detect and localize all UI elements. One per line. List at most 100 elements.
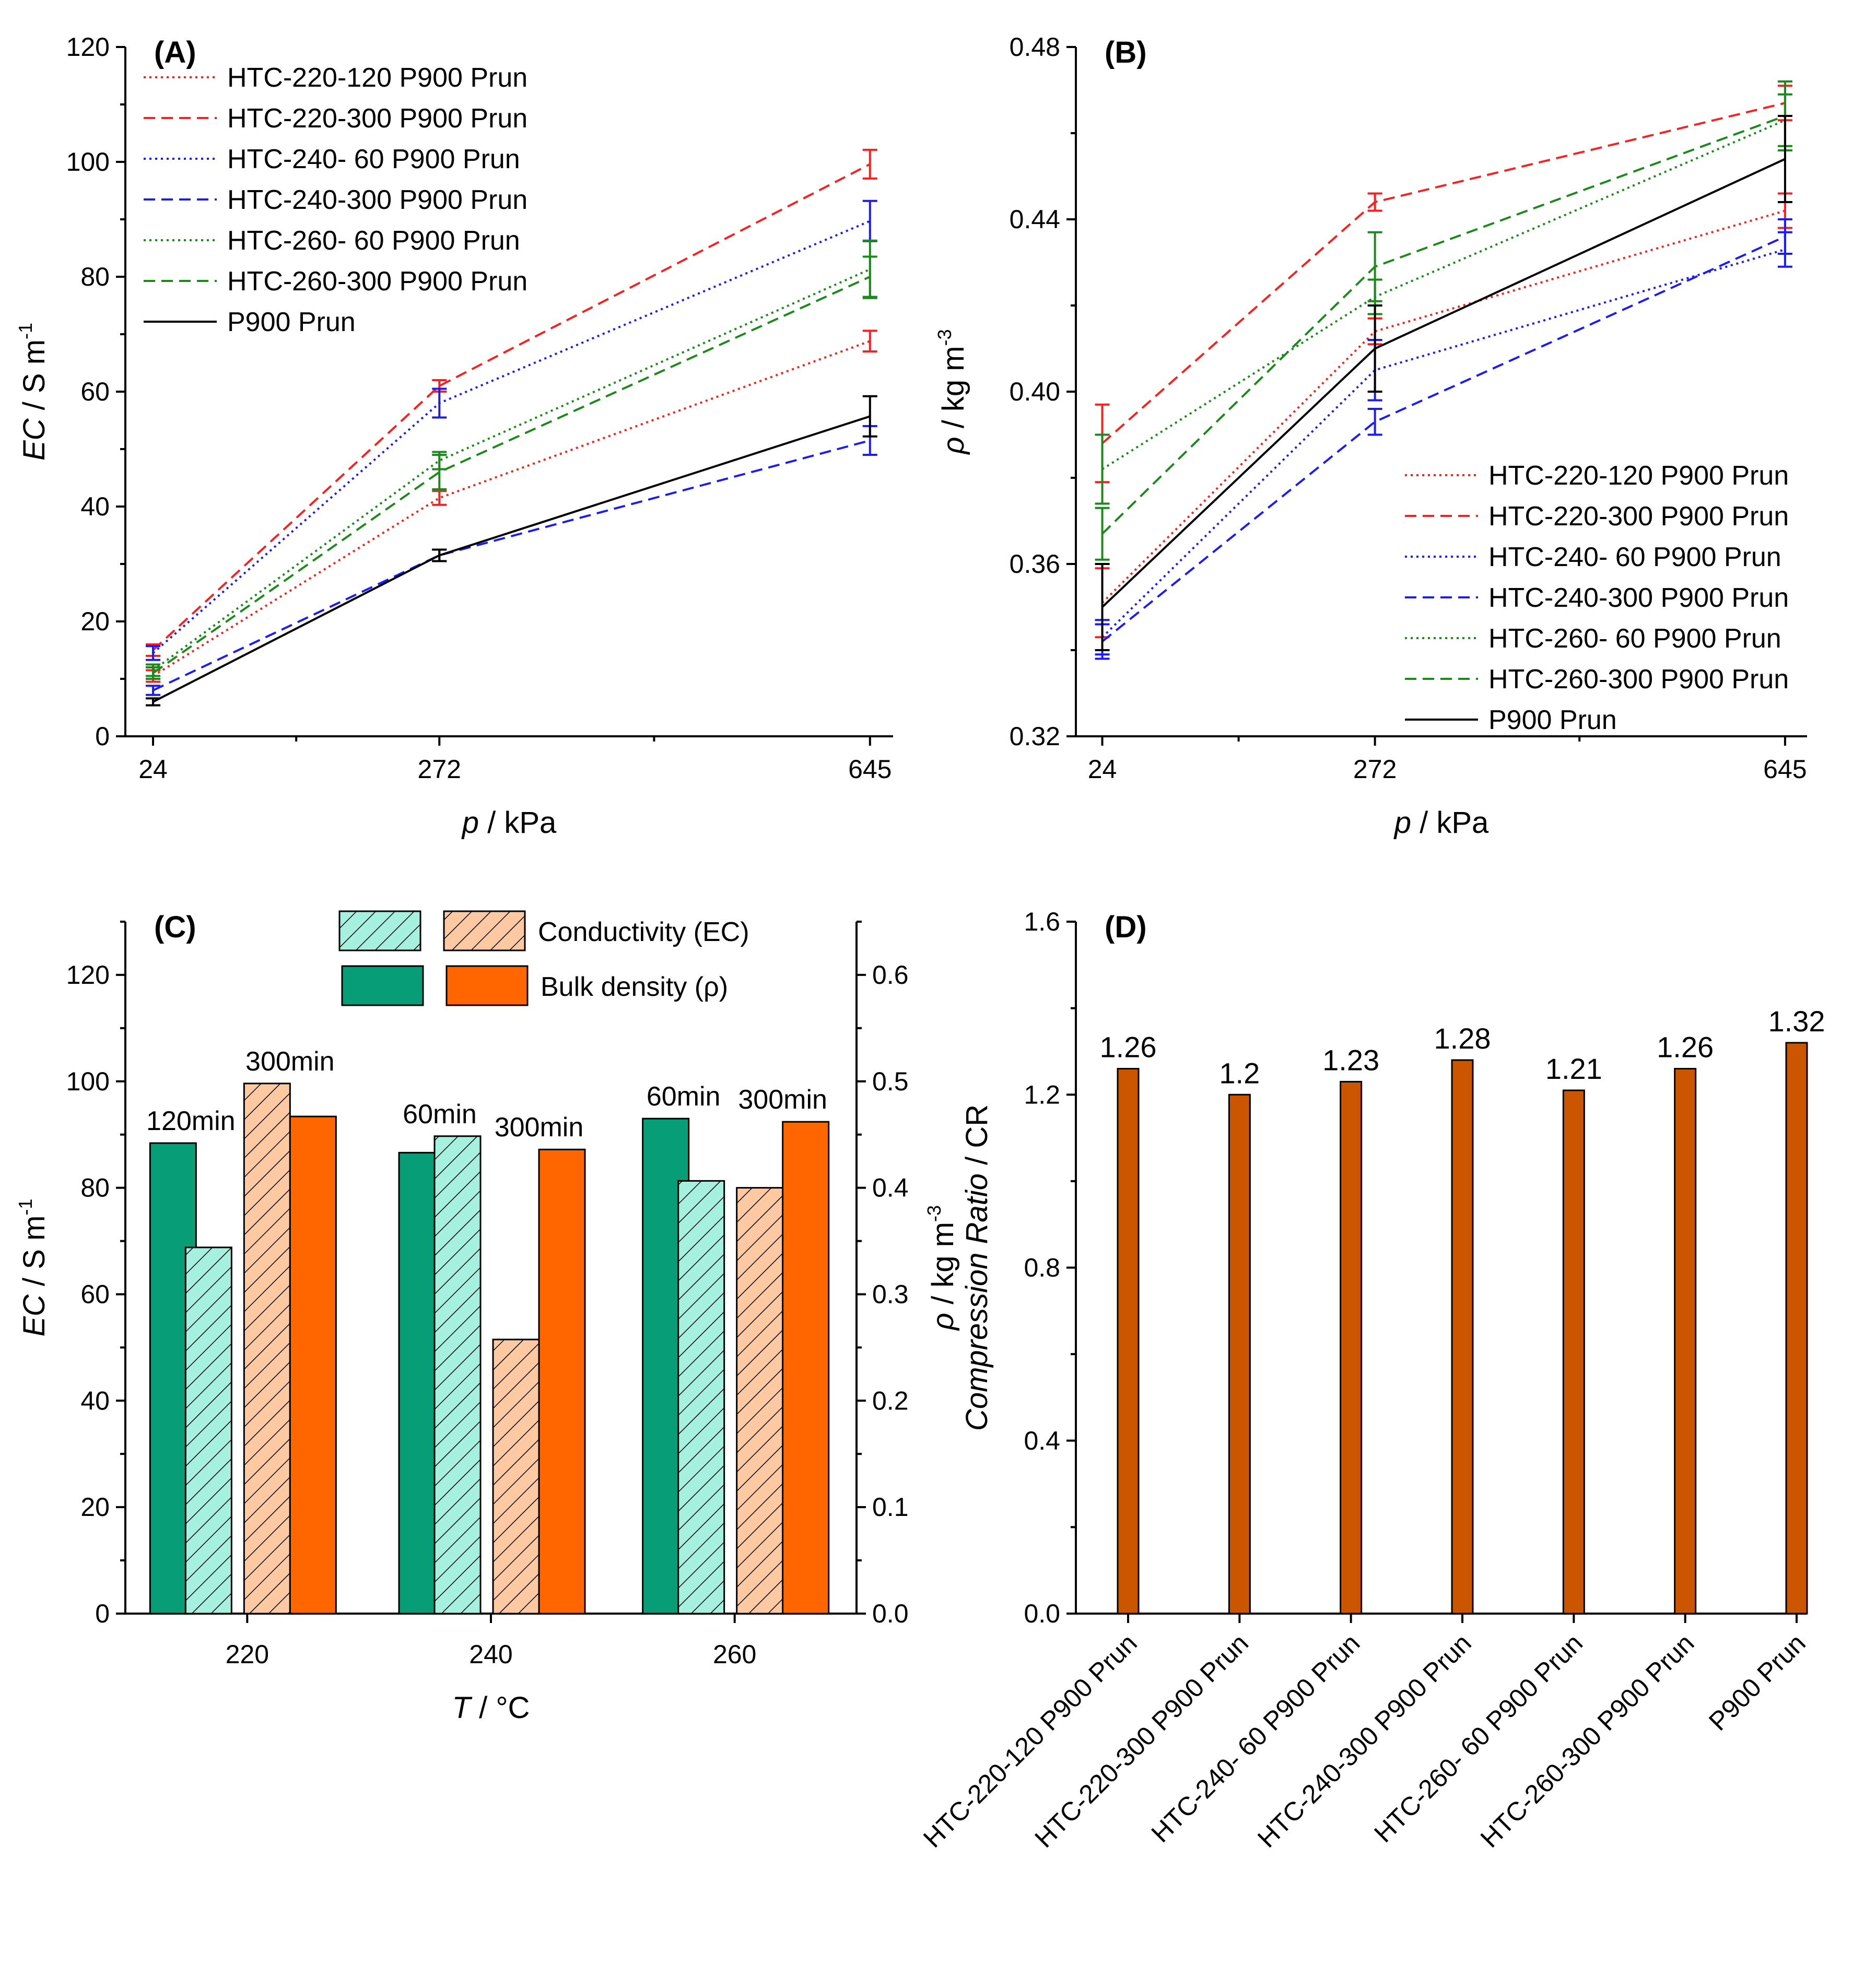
- cr-bar: [1228, 1093, 1251, 1615]
- y-tick-label: 120: [66, 32, 110, 62]
- bar-ec-short: [677, 1180, 725, 1615]
- bar-ec-long: [492, 1338, 540, 1615]
- bar-ec-short: [433, 1135, 482, 1615]
- legend-label-ec: Conductivity (EC): [538, 917, 749, 947]
- y-tick-label: 20: [80, 1492, 110, 1522]
- y-tick-label: 0.4: [1024, 1426, 1060, 1455]
- y-axis-title: EC / S m-1: [15, 1198, 51, 1336]
- legend-swatch-ec-orange: [443, 910, 526, 951]
- legend-label: HTC-260-300 P900 Prun: [1488, 664, 1789, 695]
- cr-bar: [1674, 1068, 1697, 1615]
- x-tick-label: 645: [1763, 755, 1807, 784]
- cr-bar: [1562, 1089, 1585, 1615]
- duration-label-long: 300min: [738, 1085, 827, 1115]
- duration-label-short: 60min: [403, 1099, 477, 1130]
- y-tick-label: 20: [80, 607, 110, 636]
- x-tick-label: 272: [418, 755, 461, 784]
- legend-swatch-density-teal: [341, 965, 424, 1006]
- series-line: [152, 340, 871, 677]
- cr-value-label: 1.26: [1657, 1031, 1714, 1064]
- cr-value-label: 1.28: [1434, 1022, 1491, 1055]
- y2-tick-label: 0.4: [872, 1173, 909, 1203]
- y-tick-label: 0.0: [1024, 1599, 1060, 1628]
- series-line: [153, 415, 871, 703]
- y-tick-label: 0.32: [1010, 722, 1060, 751]
- duration-label-long: 300min: [245, 1046, 335, 1077]
- bar-density-long: [289, 1115, 337, 1615]
- y-tick-label: 0.44: [1010, 205, 1060, 234]
- cr-bar: [1451, 1059, 1474, 1615]
- y-tick-label: 100: [66, 147, 110, 177]
- legend-swatch-density-orange: [445, 965, 529, 1006]
- y-tick-label: 60: [80, 1279, 110, 1309]
- y2-tick-label: 0.2: [872, 1386, 909, 1415]
- series-line: [1101, 236, 1786, 643]
- duration-label-short: 60min: [647, 1081, 721, 1112]
- x-tick-label: HTC-260-300 P900 Prun: [1475, 1628, 1700, 1853]
- legend-label-density: Bulk density (ρ): [541, 972, 728, 1002]
- x-tick-label: HTC-260- 60 P900 Prun: [1368, 1628, 1588, 1848]
- legend-label: HTC-240- 60 P900 Prun: [1488, 542, 1781, 572]
- y-axis-title: ρ / kg m-3: [934, 329, 970, 455]
- cr-value-label: 1.32: [1768, 1005, 1825, 1038]
- y2-tick-label: 0.0: [872, 1599, 909, 1628]
- cr-value-label: 1.2: [1219, 1056, 1260, 1089]
- cr-value-label: 1.23: [1322, 1043, 1379, 1076]
- series-line: [1101, 209, 1786, 604]
- panel-c-ec-density-vs-temperature: (C) 0 20 40 60 80 100 120 0.0 0.1 0.2 0.3 0.4 0.5 0.6 T…: [15, 910, 960, 1725]
- panel-a-ec-vs-pressure: (A) 0 20 40 60 80 100 120 24 272 645 p / kPa EC / S …: [15, 32, 893, 840]
- series-line: [152, 276, 871, 674]
- y-tick-label: 0.36: [1010, 549, 1060, 579]
- x-axis-title: p / kPa: [1393, 806, 1489, 840]
- legend-label: HTC-240-300 P900 Prun: [1488, 583, 1789, 613]
- panel-label: (D): [1105, 910, 1147, 944]
- x-tick-label: P900 Prun: [1703, 1628, 1811, 1736]
- x-tick-label: 220: [226, 1640, 269, 1669]
- panel-label: (C): [154, 910, 196, 944]
- legend-swatch-ec-teal: [338, 910, 421, 951]
- cr-value-label: 1.26: [1100, 1031, 1157, 1064]
- series-line: [152, 163, 871, 651]
- bar-ec-long: [243, 1083, 291, 1615]
- y-tick-label: 0.48: [1010, 32, 1060, 62]
- y2-tick-label: 0.1: [872, 1492, 909, 1522]
- y-tick-label: 60: [80, 377, 110, 406]
- y-tick-label: 40: [80, 492, 110, 521]
- bar-density-long: [538, 1148, 586, 1615]
- bar-ec-long: [736, 1187, 784, 1615]
- y-tick-label: 0: [95, 1599, 110, 1628]
- y-tick-label: 100: [66, 1067, 110, 1096]
- series-line: [1101, 158, 1786, 608]
- y2-tick-label: 0.5: [872, 1067, 909, 1096]
- series-line: [153, 439, 871, 691]
- cr-value-label: 1.21: [1545, 1052, 1602, 1085]
- x-axis-title: p / kPa: [461, 806, 557, 840]
- series-line: [1101, 102, 1786, 444]
- legend-label: HTC-220-120 P900 Prun: [1488, 461, 1789, 491]
- x-axis-title: T / °C: [452, 1691, 530, 1725]
- x-tick-label: 272: [1353, 755, 1397, 784]
- legend-label: HTC-220-120 P900 Prun: [227, 63, 527, 93]
- y-tick-label: 0: [95, 722, 110, 751]
- y2-axis-title: ρ / kg m-3: [923, 1205, 960, 1331]
- legend-label: HTC-240- 60 P900 Prun: [227, 144, 520, 174]
- legend-label: HTC-260- 60 P900 Prun: [1488, 624, 1781, 654]
- legend-label: HTC-220-300 P900 Prun: [1488, 501, 1789, 532]
- y-tick-label: 1.6: [1024, 907, 1060, 936]
- y-tick-label: 0.8: [1024, 1253, 1060, 1283]
- bar-density-long: [782, 1121, 830, 1615]
- series-line: [1101, 119, 1786, 471]
- x-tick-label: 240: [469, 1640, 512, 1669]
- panel-d-compression-ratio: (D) 0.0 0.4 0.8 1.2 1.6 Compression Ratio / CR…: [918, 907, 1825, 1853]
- x-tick-label: HTC-240- 60 P900 Prun: [1146, 1628, 1366, 1848]
- x-tick-label: HTC-220-300 P900 Prun: [1029, 1628, 1254, 1853]
- series-line: [1101, 248, 1786, 638]
- legend-label: HTC-240-300 P900 Prun: [227, 185, 527, 215]
- legend-label: HTC-260-300 P900 Prun: [227, 266, 527, 297]
- panel-label: (A): [154, 36, 196, 69]
- duration-label-long: 300min: [495, 1112, 584, 1143]
- x-tick-label: 24: [138, 755, 168, 784]
- cr-bar: [1785, 1042, 1808, 1615]
- y-tick-label: 120: [66, 960, 110, 990]
